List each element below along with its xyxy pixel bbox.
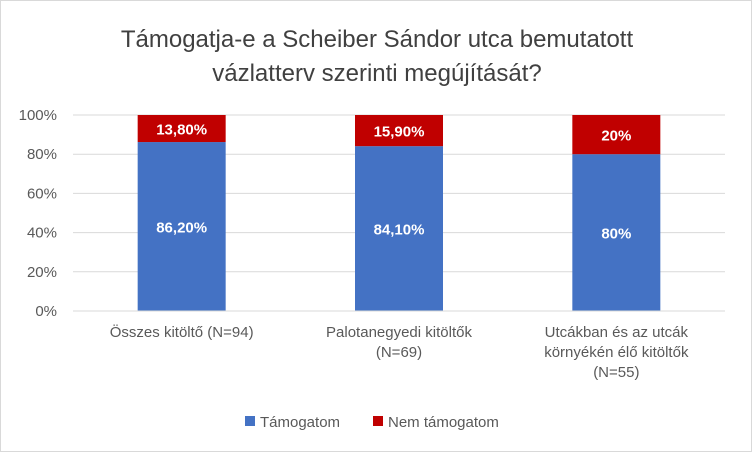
y-tick-label: 80% [27, 146, 57, 163]
legend-label: Nem támogatom [388, 414, 499, 431]
legend: Támogatom Nem támogatom [245, 414, 499, 431]
data-label: 13,80% [156, 122, 207, 139]
chart-title-line: Támogatja-e a Scheiber Sándor utca bemut… [121, 26, 634, 53]
data-label: 84,10% [374, 222, 425, 239]
legend-swatch [245, 416, 255, 426]
legend-swatch [373, 416, 383, 426]
y-axis-ticks: 0% 20% 40% 60% 80% 100% [19, 107, 57, 320]
chart-title-line: vázlatterv szerinti megújítását? [212, 60, 541, 87]
chart-title: Támogatja-e a Scheiber Sándor utca bemut… [121, 26, 634, 87]
y-tick-label: 60% [27, 185, 57, 202]
data-label: 20% [601, 128, 631, 145]
bar-tamogatom [355, 146, 443, 311]
y-tick-label: 20% [27, 264, 57, 281]
category-label: (N=69) [376, 344, 422, 361]
category-label: Palotanegyedi kitöltők [326, 324, 472, 341]
legend-label: Támogatom [260, 414, 340, 431]
y-tick-label: 40% [27, 225, 57, 242]
data-label: 80% [601, 226, 631, 243]
data-label: 86,20% [156, 220, 207, 237]
category-label: Utcákban és az utcák [545, 324, 689, 341]
bar-nem-tamogatom [572, 115, 661, 155]
category-label: (N=55) [593, 364, 639, 381]
bars: 86,20% 13,80% 84,10% 15,90% 80% 20% [137, 115, 661, 311]
bar-nem-tamogatom [355, 115, 443, 147]
bar-tamogatom [572, 154, 661, 311]
y-tick-label: 0% [35, 303, 57, 320]
y-tick-label: 100% [19, 107, 57, 124]
category-labels: Összes kitöltő (N=94) Palotanegyedi kitöl… [110, 323, 689, 381]
category-label: környékén élő kitöltők [544, 344, 689, 361]
data-label: 15,90% [374, 124, 425, 141]
category-label: Összes kitöltő (N=94) [110, 323, 254, 341]
bar-tamogatom [137, 142, 226, 311]
bar-nem-tamogatom [137, 115, 226, 143]
